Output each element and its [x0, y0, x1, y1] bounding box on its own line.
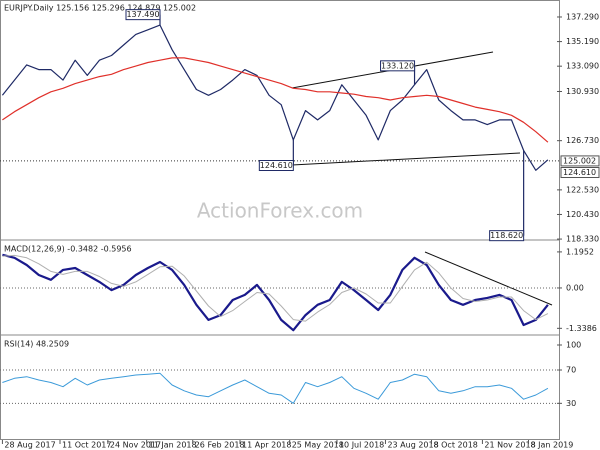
series-line: [2, 254, 549, 322]
marker-box: [560, 167, 600, 179]
y-tick-label: 1.1952: [566, 247, 594, 256]
y-tick-label: 0.00: [566, 283, 584, 292]
x-tick-label: 23 Aug 2018: [387, 441, 438, 450]
trendline: [424, 251, 553, 306]
y-tick-label: 100: [566, 341, 581, 350]
price-title: EURJPY.Daily 125.156 125.296 124.879 125…: [4, 4, 196, 13]
y-tick-label: 130.930: [566, 87, 599, 96]
x-tick-label: 21 Nov 2018: [484, 441, 535, 450]
annotation-label: 124.610: [260, 161, 293, 170]
x-tick-label: 11 Oct 2017: [62, 441, 111, 450]
y-tick-label: -1.3386: [566, 324, 597, 333]
y-tick-label: 30: [566, 399, 576, 408]
x-tick-label: 11 Jan 2018: [149, 441, 197, 450]
y-tick-label: 135.190: [566, 37, 599, 46]
x-tick-label: 8 Oct 2018: [434, 441, 478, 450]
y-tick-label: 120.430: [566, 210, 599, 219]
annotation-label: 133.120: [381, 61, 414, 70]
x-tick-label: 11 Apr 2018: [242, 441, 291, 450]
macd-title: MACD(12,26,9) -0.3482 -0.5956: [4, 245, 132, 254]
watermark: ActionForex.com: [197, 199, 363, 223]
x-tick-label: 8 Jan 2019: [530, 441, 573, 450]
series-line: [2, 253, 549, 332]
last-price-box: [560, 155, 600, 167]
marker-label: 124.610: [563, 168, 596, 177]
annotation-box: [380, 60, 416, 72]
frame: [0, 0, 560, 440]
y-tick-label: 122.530: [566, 185, 599, 194]
series-line: [1, 24, 549, 171]
trendline: [291, 152, 521, 166]
rsi-title: RSI(14) 48.2509: [4, 340, 69, 349]
annotation-box: [125, 9, 161, 21]
last-price-label: 125.002: [563, 156, 596, 165]
y-tick-label: 126.730: [566, 136, 599, 145]
x-tick-label: 10 Jul 2018: [339, 441, 384, 450]
annotation-box: [489, 230, 525, 242]
x-tick-label: 25 May 2018: [292, 441, 344, 450]
annotation-box: [258, 160, 294, 172]
annotation-label: 118.620: [490, 231, 523, 240]
y-tick-label: 70: [566, 366, 576, 375]
x-tick-label: 26 Feb 2018: [195, 441, 245, 450]
y-tick-label: 137.290: [566, 12, 599, 21]
annotation-label: 137.490: [126, 10, 159, 19]
y-tick-label: 118.330: [566, 235, 599, 244]
x-tick-label: 28 Aug 2017: [4, 441, 55, 450]
series-line: [2, 57, 549, 143]
y-tick-label: 133.090: [566, 62, 599, 71]
x-tick-label: 24 Nov 2017: [110, 441, 161, 450]
series-line: [2, 372, 549, 404]
